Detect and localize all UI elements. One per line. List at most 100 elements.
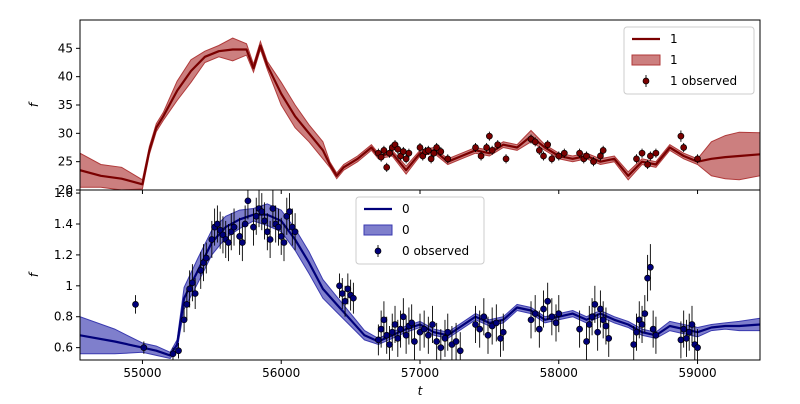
observed-point (244, 197, 252, 205)
observed-point (630, 341, 638, 348)
observed-point (180, 316, 188, 324)
observed-point (350, 294, 357, 302)
observed-point (647, 263, 654, 271)
observed-point (341, 297, 349, 305)
observed-point (336, 282, 343, 290)
panel-top: 20 25 30 35 40 45 f 1 1 1 observed (27, 19, 761, 197)
observed-point (383, 331, 391, 339)
observed-point (420, 325, 428, 333)
observed-point (638, 149, 646, 157)
observed-point (266, 236, 274, 243)
observed-point (486, 132, 493, 140)
observed-point (408, 319, 416, 327)
observed-point (677, 132, 685, 140)
observed-point (647, 152, 654, 160)
observed-point (444, 155, 452, 163)
observed-point (236, 233, 243, 240)
observed-point (540, 152, 547, 160)
observed-point (214, 220, 221, 228)
observed-point (397, 325, 404, 333)
observed-point (652, 149, 660, 157)
observed-point (433, 338, 441, 345)
x-axis-label: t (418, 384, 424, 398)
y-tick-label: 0.8 (54, 310, 73, 324)
observed-point (444, 328, 452, 336)
observed-point (169, 350, 177, 358)
y-axis-label: f (27, 101, 41, 107)
observed-point (261, 217, 268, 225)
observed-point (591, 301, 599, 308)
observed-point (437, 344, 445, 351)
observed-point (452, 338, 460, 345)
observed-point (411, 338, 418, 345)
y-tick-label: 0.6 (54, 341, 73, 355)
y-tick-label: 30 (58, 126, 73, 140)
observed-point (544, 141, 552, 149)
observed-point (377, 153, 385, 161)
observed-point (583, 152, 590, 160)
observed-point (590, 158, 597, 166)
observed-point (597, 152, 604, 160)
observed-point (383, 163, 391, 171)
observed-point (548, 313, 556, 321)
uncertainty-band (80, 37, 760, 190)
y-tick-label: 1.6 (54, 186, 73, 200)
observed-point (191, 290, 199, 297)
uncertainty-band (80, 203, 760, 360)
observed-point (540, 305, 547, 313)
observed-point (441, 335, 449, 342)
observed-point (576, 325, 583, 333)
y-tick-label: 45 (58, 41, 73, 55)
observed-point (433, 144, 441, 151)
observed-point (494, 141, 502, 149)
observed-point (535, 325, 543, 333)
observed-point (599, 146, 607, 154)
observed-point (416, 144, 424, 151)
legend: 0 0 0 observed (355, 196, 485, 265)
observed-point (456, 347, 464, 355)
observed-point (605, 335, 613, 342)
observed-point (280, 239, 288, 246)
observed-point (399, 148, 407, 155)
legend-label: 1 (670, 32, 678, 46)
observed-point (585, 321, 593, 328)
y-axis-label: f (27, 271, 41, 277)
observed-point (583, 338, 590, 345)
observed-point (552, 319, 560, 327)
observed-point (535, 146, 543, 154)
observed-point (388, 328, 396, 336)
legend-label: 1 (670, 53, 678, 67)
observed-point (483, 144, 490, 151)
observed-point (548, 155, 556, 163)
x-tick-label: 59000 (678, 366, 716, 380)
observed-point (344, 285, 352, 293)
x-tick-label: 55000 (123, 366, 161, 380)
y-tick-label: 1.2 (54, 248, 73, 262)
x-tick-label: 58000 (540, 366, 578, 380)
observed-point (338, 290, 346, 297)
observed-point (484, 331, 492, 339)
legend-band-swatch (363, 224, 393, 236)
observed-point (230, 223, 238, 231)
observed-point (480, 313, 488, 321)
y-tick-label: 25 (58, 155, 73, 169)
observed-point (527, 316, 535, 324)
plot-area-top (80, 37, 760, 190)
legend-label: 0 (402, 223, 410, 237)
y-tick-label: 40 (58, 70, 73, 84)
observed-point (386, 149, 393, 157)
observed-point (588, 313, 596, 321)
observed-point (175, 347, 182, 355)
observed-point (197, 267, 205, 274)
y-tick-label: 1 (65, 279, 73, 293)
x-tick-label: 57000 (401, 366, 439, 380)
legend-point-swatch (374, 247, 382, 255)
plot-area-bottom (80, 190, 760, 360)
observed-point (688, 321, 696, 328)
observed-point (560, 149, 568, 157)
observed-point (380, 146, 388, 154)
observed-point (391, 321, 399, 328)
observed-point (544, 297, 552, 305)
y-tick-label: 20 (58, 183, 73, 197)
